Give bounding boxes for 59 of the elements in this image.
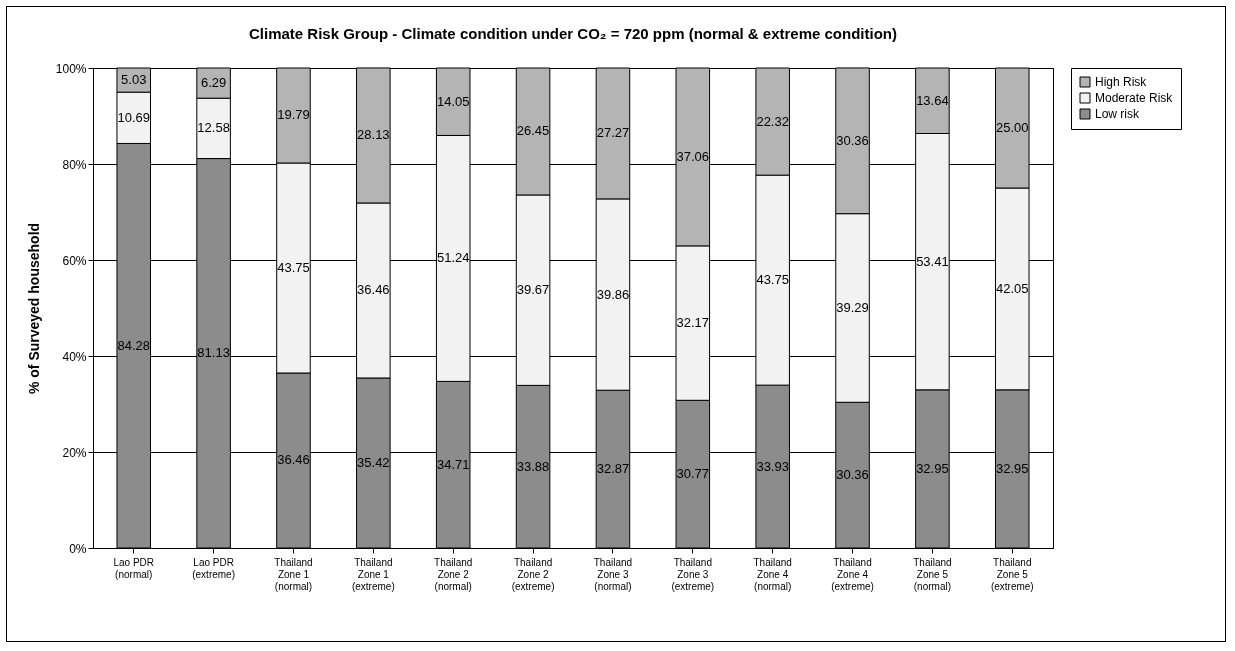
x-tick-label: Thailand Zone 2 (normal) xyxy=(434,556,473,592)
data-label: 22.32 xyxy=(756,113,789,129)
x-tick-label: Thailand Zone 5 (extreme) xyxy=(990,556,1034,592)
y-tick-label: 20% xyxy=(62,445,87,460)
legend-label: High Risk xyxy=(1095,75,1148,89)
data-label: 32.17 xyxy=(676,315,710,331)
x-tick-label: Lao PDR (normal) xyxy=(113,556,155,580)
data-label: 26.45 xyxy=(516,123,550,139)
x-tick-label: Thailand Zone 3 (extreme) xyxy=(671,556,715,592)
data-label: 30.36 xyxy=(836,467,869,483)
data-label: 36.46 xyxy=(277,452,310,468)
y-tick-label: 80% xyxy=(62,157,87,172)
x-tick-label: Thailand Zone 1 (extreme) xyxy=(351,556,395,592)
data-label: 6.29 xyxy=(200,75,227,91)
legend-label: Low risk xyxy=(1095,107,1141,121)
x-tick-label: Thailand Zone 2 (extreme) xyxy=(511,556,555,592)
data-label: 35.42 xyxy=(357,454,390,470)
data-label: 10.69 xyxy=(117,109,151,125)
y-tick-label: 60% xyxy=(62,253,87,268)
x-tick-label: Thailand Zone 4 (extreme) xyxy=(831,556,874,592)
data-label: 51.24 xyxy=(436,250,470,266)
data-label: 30.77 xyxy=(676,466,710,482)
data-label: 13.64 xyxy=(916,92,949,108)
data-label: 12.58 xyxy=(197,120,230,136)
data-label: 81.13 xyxy=(197,345,230,361)
data-label: 19.79 xyxy=(277,107,310,123)
data-label: 33.88 xyxy=(516,458,550,474)
data-label: 14.05 xyxy=(436,93,470,109)
x-tick-label: Thailand Zone 4 (normal) xyxy=(753,556,792,592)
data-label: 53.41 xyxy=(916,253,949,269)
data-label: 32.87 xyxy=(596,461,630,477)
data-label: 30.36 xyxy=(836,132,869,148)
x-tick-label: Thailand Zone 5 (normal) xyxy=(913,556,952,592)
data-label: 33.93 xyxy=(756,458,789,474)
chart-title: Climate Risk Group - Climate condition under CO₂ = 720 ppm (normal & extreme condition) xyxy=(248,25,898,42)
data-label: 28.13 xyxy=(357,127,390,143)
data-label: 34.71 xyxy=(436,456,470,472)
data-label: 27.27 xyxy=(596,125,630,141)
data-label: 37.06 xyxy=(676,148,710,164)
data-label: 32.95 xyxy=(916,460,949,476)
x-tick-label: Thailand Zone 1 (normal) xyxy=(274,556,313,592)
data-label: 39.67 xyxy=(516,282,550,298)
data-label: 39.86 xyxy=(596,286,630,302)
data-label: 25.00 xyxy=(995,120,1029,135)
data-label: 36.46 xyxy=(357,282,390,298)
legend-label: Moderate Risk xyxy=(1095,91,1174,105)
y-axis-title: % of Surveyed household xyxy=(25,222,42,395)
data-label: 39.29 xyxy=(836,299,869,315)
x-tick-label: Thailand Zone 3 (normal) xyxy=(593,556,633,592)
y-tick-label: 40% xyxy=(62,349,87,364)
data-label: 43.75 xyxy=(756,272,789,288)
y-tick-label: 0% xyxy=(69,541,87,556)
data-label: 32.95 xyxy=(995,460,1029,476)
x-tick-label: Lao PDR (extreme) xyxy=(192,556,235,580)
data-label: 43.75 xyxy=(277,259,310,275)
data-label: 42.05 xyxy=(995,280,1029,296)
data-label: 5.03 xyxy=(121,72,147,88)
data-label: 84.28 xyxy=(117,337,151,353)
y-tick-label: 100% xyxy=(55,61,87,76)
